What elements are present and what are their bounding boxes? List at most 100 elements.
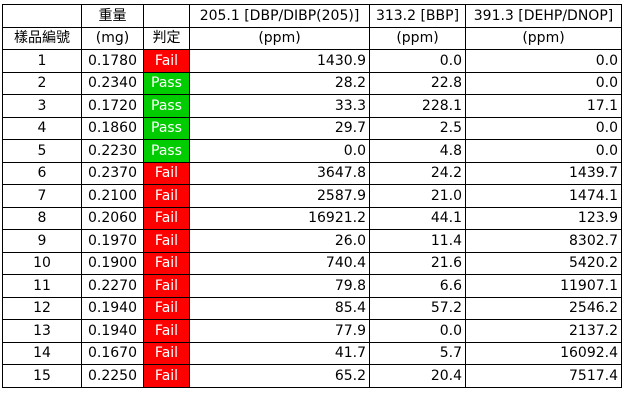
value-313-cell: 0.0: [369, 319, 466, 343]
header-weight-unit: (mg): [81, 26, 144, 50]
sample-id-cell: 15: [2, 364, 82, 388]
value-391-cell: 8302.7: [465, 229, 622, 253]
sample-id-cell: 12: [2, 296, 82, 320]
table-row: 9 0.1970 Fail 26.0 11.4 8302.7: [2, 229, 622, 253]
value-205-cell: 29.7: [189, 116, 370, 140]
sample-id-cell: 10: [2, 251, 82, 275]
header-row-1: 重量 205.1 [DBP/DIBP(205)] 313.2 [BBP] 391…: [2, 4, 622, 28]
weight-cell: 0.1970: [81, 229, 144, 253]
value-205-cell: 26.0: [189, 229, 370, 253]
table-row: 4 0.1860 Pass 29.7 2.5 0.0: [2, 116, 622, 140]
value-205-cell: 1430.9: [189, 49, 370, 73]
value-391-cell: 0.0: [465, 71, 622, 95]
sample-id-cell: 13: [2, 319, 82, 343]
value-313-cell: 21.0: [369, 184, 466, 208]
value-205-cell: 28.2: [189, 71, 370, 95]
weight-cell: 0.2340: [81, 71, 144, 95]
result-badge: Fail: [143, 229, 190, 253]
value-391-cell: 2137.2: [465, 319, 622, 343]
header-empty-cell: [2, 4, 82, 28]
result-badge: Fail: [143, 364, 190, 388]
value-313-cell: 24.2: [369, 161, 466, 185]
weight-cell: 0.2100: [81, 184, 144, 208]
result-badge: Pass: [143, 94, 190, 118]
value-205-cell: 740.4: [189, 251, 370, 275]
header-col-391: 391.3 [DEHP/DNOP]: [465, 4, 622, 28]
value-313-cell: 44.1: [369, 206, 466, 230]
value-313-cell: 11.4: [369, 229, 466, 253]
table-row: 12 0.1940 Fail 85.4 57.2 2546.2: [2, 296, 622, 320]
sample-id-cell: 4: [2, 116, 82, 140]
result-badge: Fail: [143, 319, 190, 343]
weight-cell: 0.1720: [81, 94, 144, 118]
table-row: 10 0.1900 Fail 740.4 21.6 5420.2: [2, 251, 622, 275]
result-badge: Fail: [143, 251, 190, 275]
value-205-cell: 16921.2: [189, 206, 370, 230]
header-weight: 重量: [81, 4, 144, 28]
weight-cell: 0.2060: [81, 206, 144, 230]
result-badge: Fail: [143, 274, 190, 298]
value-313-cell: 57.2: [369, 296, 466, 320]
value-391-cell: 1439.7: [465, 161, 622, 185]
value-313-cell: 6.6: [369, 274, 466, 298]
table-row: 3 0.1720 Pass 33.3 228.1 17.1: [2, 94, 622, 118]
header-col-205: 205.1 [DBP/DIBP(205)]: [189, 4, 370, 28]
result-badge: Fail: [143, 296, 190, 320]
value-313-cell: 21.6: [369, 251, 466, 275]
weight-cell: 0.2270: [81, 274, 144, 298]
result-badge: Fail: [143, 161, 190, 185]
header-row-2: 樣品編號 (mg) 判定 (ppm) (ppm) (ppm): [2, 26, 622, 50]
result-badge: Pass: [143, 71, 190, 95]
sample-id-cell: 9: [2, 229, 82, 253]
weight-cell: 0.2250: [81, 364, 144, 388]
value-391-cell: 0.0: [465, 116, 622, 140]
value-313-cell: 22.8: [369, 71, 466, 95]
result-badge: Fail: [143, 184, 190, 208]
weight-cell: 0.2370: [81, 161, 144, 185]
weight-cell: 0.2230: [81, 139, 144, 163]
sample-id-cell: 6: [2, 161, 82, 185]
weight-cell: 0.1900: [81, 251, 144, 275]
sample-id-cell: 1: [2, 49, 82, 73]
header-unit-205: (ppm): [189, 26, 370, 50]
value-391-cell: 16092.4: [465, 341, 622, 365]
table-row: 5 0.2230 Pass 0.0 4.8 0.0: [2, 139, 622, 163]
table-row: 2 0.2340 Pass 28.2 22.8 0.0: [2, 71, 622, 95]
sample-id-cell: 7: [2, 184, 82, 208]
result-badge: Pass: [143, 139, 190, 163]
sample-id-cell: 11: [2, 274, 82, 298]
result-badge: Fail: [143, 341, 190, 365]
header-unit-313: (ppm): [369, 26, 466, 50]
table-row: 6 0.2370 Fail 3647.8 24.2 1439.7: [2, 161, 622, 185]
weight-cell: 0.1780: [81, 49, 144, 73]
table-row: 8 0.2060 Fail 16921.2 44.1 123.9: [2, 206, 622, 230]
table-row: 15 0.2250 Fail 65.2 20.4 7517.4: [2, 364, 622, 388]
value-391-cell: 123.9: [465, 206, 622, 230]
result-badge: Fail: [143, 49, 190, 73]
value-391-cell: 17.1: [465, 94, 622, 118]
header-result: 判定: [143, 26, 190, 50]
value-391-cell: 7517.4: [465, 364, 622, 388]
table-row: 13 0.1940 Fail 77.9 0.0 2137.2: [2, 319, 622, 343]
sample-id-cell: 8: [2, 206, 82, 230]
value-313-cell: 228.1: [369, 94, 466, 118]
header-sample-id: 樣品編號: [2, 26, 82, 50]
sample-id-cell: 2: [2, 71, 82, 95]
value-391-cell: 1474.1: [465, 184, 622, 208]
value-313-cell: 5.7: [369, 341, 466, 365]
weight-cell: 0.1670: [81, 341, 144, 365]
value-313-cell: 2.5: [369, 116, 466, 140]
weight-cell: 0.1940: [81, 296, 144, 320]
value-205-cell: 77.9: [189, 319, 370, 343]
table-row: 7 0.2100 Fail 2587.9 21.0 1474.1: [2, 184, 622, 208]
header-empty-cell: [143, 4, 190, 28]
value-313-cell: 0.0: [369, 49, 466, 73]
result-badge: Pass: [143, 116, 190, 140]
table-row: 1 0.1780 Fail 1430.9 0.0 0.0: [2, 49, 622, 73]
value-391-cell: 2546.2: [465, 296, 622, 320]
value-205-cell: 0.0: [189, 139, 370, 163]
sample-id-cell: 5: [2, 139, 82, 163]
sample-id-cell: 3: [2, 94, 82, 118]
value-391-cell: 0.0: [465, 139, 622, 163]
value-205-cell: 33.3: [189, 94, 370, 118]
